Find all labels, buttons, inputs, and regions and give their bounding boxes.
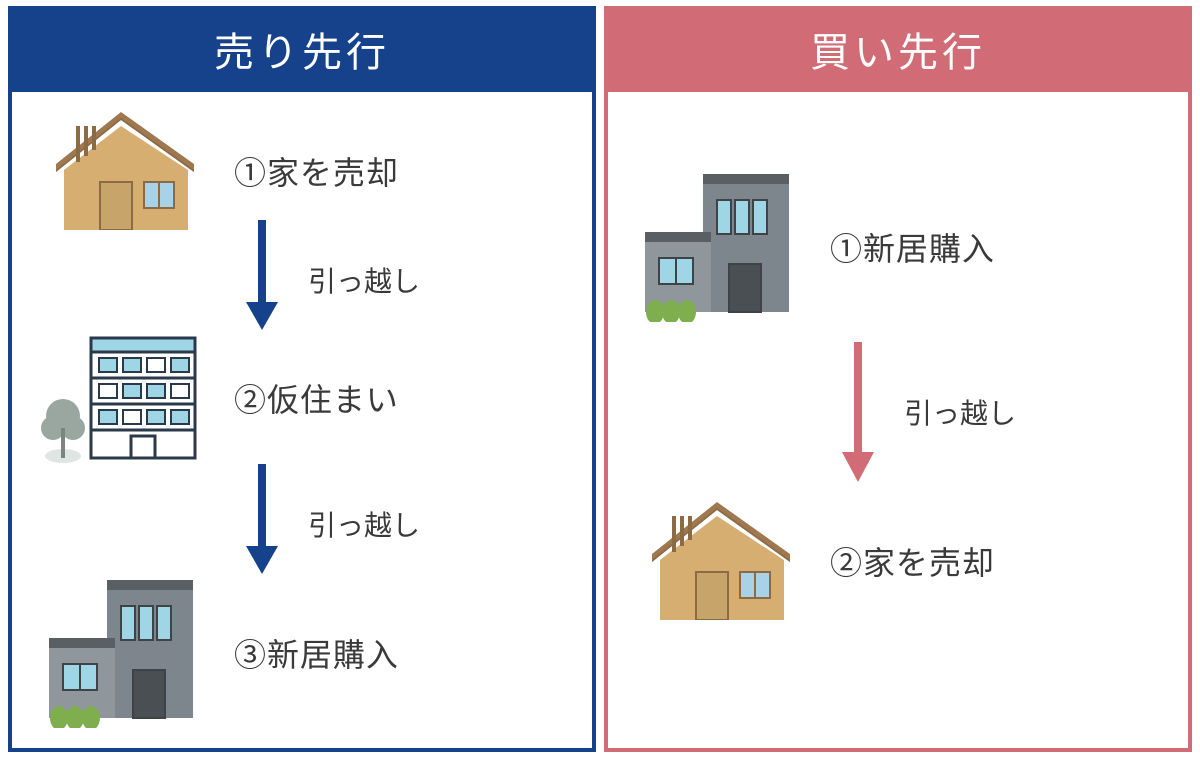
arrow-label: 引っ越し bbox=[308, 260, 420, 300]
house-modern-icon bbox=[632, 172, 802, 322]
arrow-label: 引っ越し bbox=[308, 504, 420, 544]
arrow-down-icon bbox=[838, 342, 878, 482]
panel-body-right: ①新居購入 引っ越し bbox=[608, 92, 1188, 748]
arrow-label: 引っ越し bbox=[904, 392, 1016, 432]
house-brown-icon bbox=[632, 502, 802, 620]
infographic-container: 売り先行 ①家を売却 bbox=[0, 0, 1200, 758]
apartment-icon bbox=[36, 328, 206, 468]
house-modern-icon bbox=[36, 578, 206, 728]
arrow-down-icon bbox=[242, 220, 282, 330]
step-sell-3: ③新居購入 bbox=[36, 578, 399, 728]
step-label: ②仮住まい bbox=[234, 375, 399, 421]
step-label: ②家を売却 bbox=[830, 538, 995, 584]
step-label: ③新居購入 bbox=[234, 630, 399, 676]
panel-title-right: 買い先行 bbox=[608, 10, 1188, 92]
panel-title-left: 売り先行 bbox=[12, 10, 592, 92]
step-label: ①新居購入 bbox=[830, 224, 995, 270]
step-sell-2: ②仮住まい bbox=[36, 328, 399, 468]
step-sell-1: ①家を売却 bbox=[36, 112, 399, 230]
step-buy-1: ①新居購入 bbox=[632, 172, 995, 322]
panel-body-left: ①家を売却 引っ越し bbox=[12, 92, 592, 748]
panel-sell-first: 売り先行 ①家を売却 bbox=[8, 6, 596, 752]
house-brown-icon bbox=[36, 112, 206, 230]
step-label: ①家を売却 bbox=[234, 148, 399, 194]
panel-buy-first: 買い先行 bbox=[604, 6, 1192, 752]
step-buy-2: ②家を売却 bbox=[632, 502, 995, 620]
arrow-down-icon bbox=[242, 464, 282, 574]
